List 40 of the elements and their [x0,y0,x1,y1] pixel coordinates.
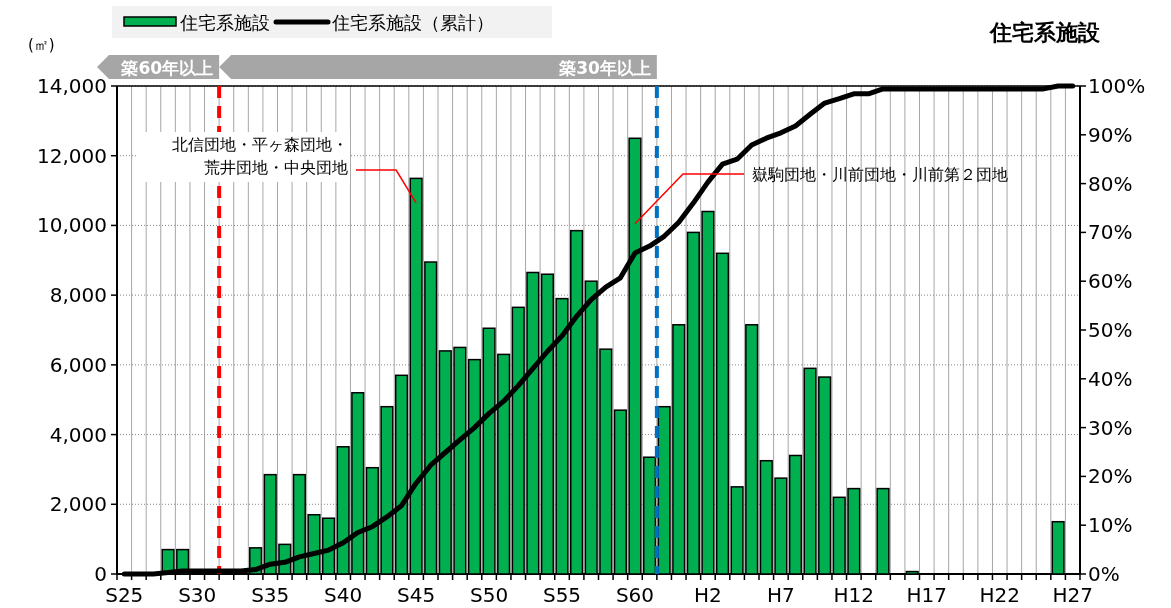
y2-tick-label: 20% [1088,464,1133,489]
x-tick-label: H22 [979,583,1020,607]
x-tick-label: H2 [694,583,722,607]
y2-tick-label: 10% [1088,513,1133,538]
x-tick-label: S50 [469,583,509,607]
x-tick-label: S55 [542,583,582,607]
y2-tick-label: 40% [1088,366,1133,391]
x-tick-label: S30 [178,583,217,607]
y-tick-label: 12,000 [37,143,107,168]
y2-tick-label: 0% [1088,562,1120,586]
y-tick-label: 2,000 [49,492,107,517]
x-tick-label: S25 [105,583,144,607]
y2-tick-label: 30% [1088,415,1133,440]
y2-tick-label: 70% [1088,220,1133,245]
x-tick-label: H7 [767,583,795,607]
legend-label: 住宅系施設 [179,12,270,33]
x-tick-label: S35 [251,583,290,607]
annotation: 北信団地・平ヶ森団地・荒井団地・中央団地 [172,135,348,177]
y-tick-label: 6,000 [49,352,107,377]
x-tick-label: S60 [615,583,655,607]
text: 築30年以上 [558,58,651,78]
y-tick-label: 0 [94,562,107,586]
x-tick-label: H27 [1052,583,1093,607]
y2-tick-label: 100% [1088,74,1146,98]
chart-title: 住宅系施設 [989,20,1101,45]
annotation: 嶽駒団地・川前団地・川前第２団地 [752,165,1008,184]
x-tick-label: H17 [906,583,948,607]
y2-tick-label: 60% [1088,269,1133,294]
y2-tick-label: 80% [1088,171,1133,196]
y2-tick-label: 90% [1088,122,1133,147]
y2-tick-label: 50% [1088,318,1133,342]
y-tick-label: 10,000 [37,213,107,238]
x-tick-label: H12 [833,583,875,607]
y-tick-label: 4,000 [49,422,107,447]
legend-label: 住宅系施設（累計） [331,12,494,33]
x-tick-label: S45 [397,583,436,607]
y-tick-label: 8,000 [49,283,107,308]
y-tick-label: 14,000 [37,74,107,98]
y-axis-title: (㎡) [28,36,55,54]
x-tick-label: S40 [324,583,363,607]
